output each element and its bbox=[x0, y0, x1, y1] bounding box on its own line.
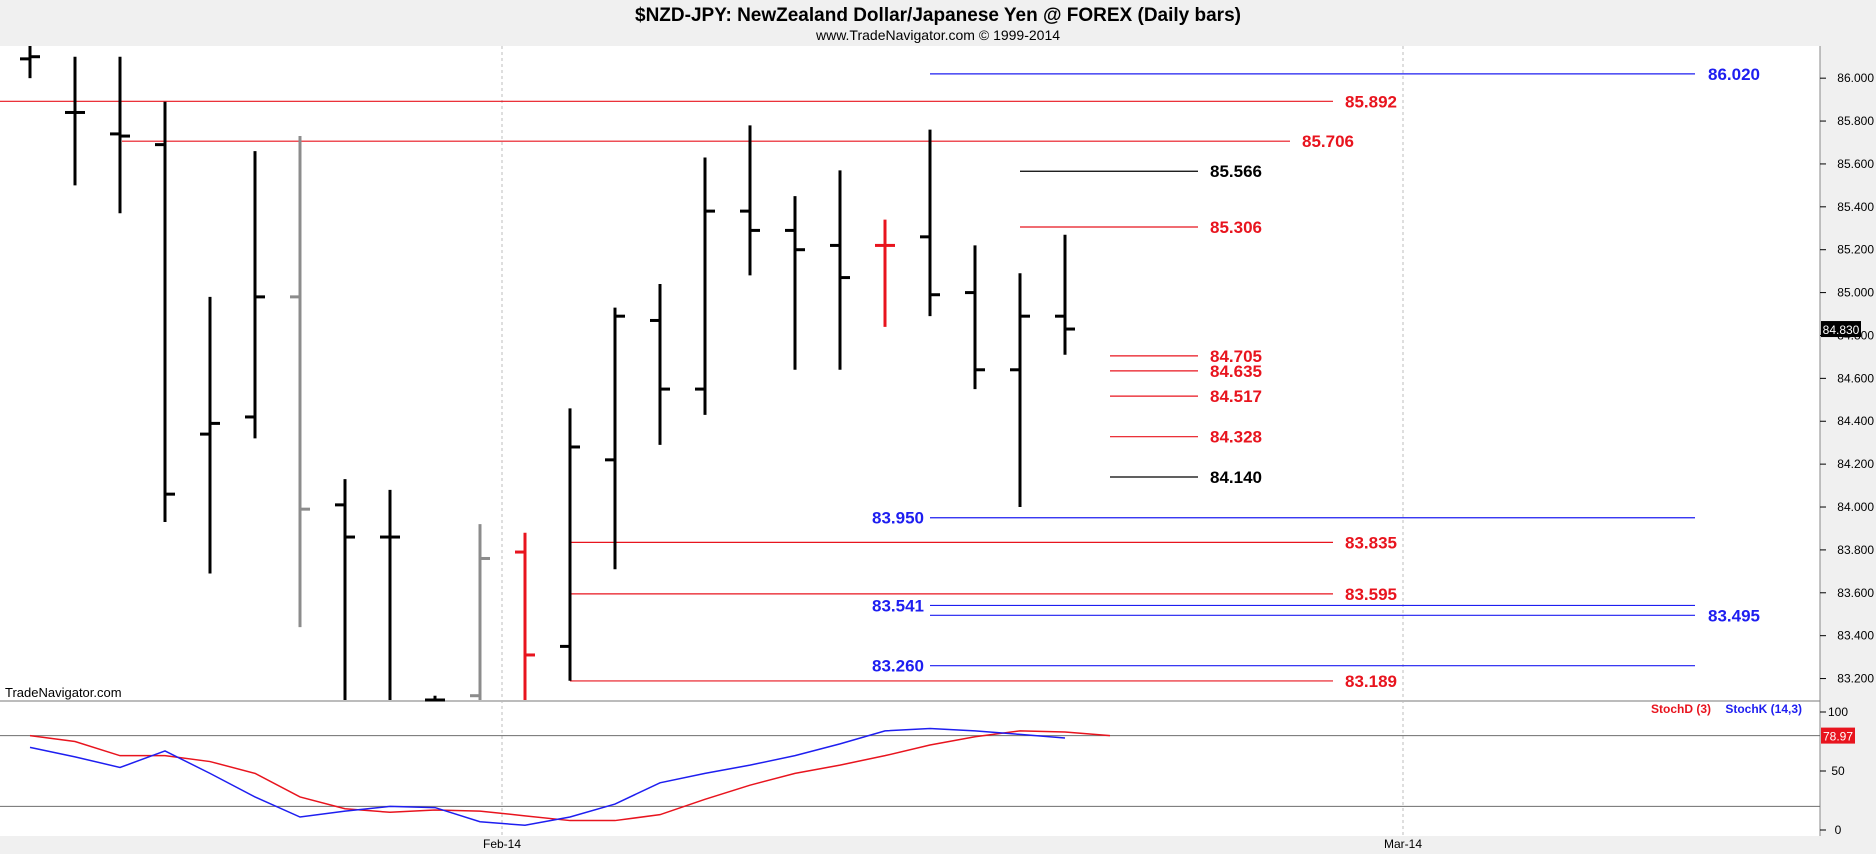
y-tick-label: 83.600 bbox=[1837, 586, 1874, 600]
stoch-tick-label: 0 bbox=[1835, 823, 1842, 837]
level-label: 84.140 bbox=[1210, 468, 1262, 487]
ohlc-bar bbox=[695, 157, 715, 415]
level-label: 83.260 bbox=[872, 657, 924, 676]
ohlc-bar bbox=[155, 101, 175, 523]
ohlc-bar bbox=[560, 408, 580, 681]
ohlc-bar bbox=[200, 296, 220, 574]
y-tick-label: 85.600 bbox=[1837, 157, 1874, 171]
y-tick-label: 86.000 bbox=[1837, 71, 1874, 85]
stoch-tick-label: 100 bbox=[1828, 705, 1848, 719]
watermark: TradeNavigator.com bbox=[5, 685, 122, 700]
level-label: 83.950 bbox=[872, 509, 924, 528]
ohlc-bar bbox=[335, 479, 355, 700]
ohlc-bar bbox=[110, 56, 130, 214]
ohlc-bar bbox=[920, 129, 940, 317]
x-tick-label: Mar-14 bbox=[1384, 837, 1422, 851]
x-tick-label: Feb-14 bbox=[483, 837, 521, 851]
y-tick-label: 84.200 bbox=[1837, 457, 1874, 471]
ohlc-bar bbox=[425, 695, 445, 702]
stoch-legend-label: StochK (14,3) bbox=[1725, 702, 1802, 716]
last-price-box bbox=[1821, 321, 1861, 338]
level-label: 84.635 bbox=[1210, 362, 1262, 381]
ohlc-bar bbox=[650, 284, 670, 445]
ohlc-bar bbox=[830, 170, 850, 370]
ohlc-bar bbox=[470, 524, 490, 700]
level-label: 83.495 bbox=[1708, 606, 1760, 625]
level-label: 84.328 bbox=[1210, 428, 1262, 447]
level-label: 84.517 bbox=[1210, 387, 1262, 406]
y-tick-label: 85.200 bbox=[1837, 243, 1874, 257]
level-label: 85.706 bbox=[1302, 132, 1354, 151]
level-label: 85.306 bbox=[1210, 218, 1262, 237]
y-tick-label: 85.000 bbox=[1837, 286, 1874, 300]
stoch-last-label: 78.97 bbox=[1823, 730, 1853, 744]
ohlc-bar bbox=[65, 56, 85, 186]
level-label: 85.892 bbox=[1345, 92, 1397, 111]
ohlc-bar bbox=[245, 151, 265, 439]
y-tick-label: 83.800 bbox=[1837, 543, 1874, 557]
y-tick-label: 84.400 bbox=[1837, 414, 1874, 428]
price-panel bbox=[0, 46, 1820, 700]
y-tick-label: 85.800 bbox=[1837, 114, 1874, 128]
ohlc-bar bbox=[965, 245, 985, 390]
ohlc-bar bbox=[740, 125, 760, 276]
level-label: 84.705 bbox=[1210, 347, 1262, 366]
chart-subtitle: www.TradeNavigator.com © 1999-2014 bbox=[815, 27, 1060, 43]
chart-title: $NZD-JPY: NewZealand Dollar/Japanese Yen… bbox=[635, 5, 1241, 26]
ohlc-bar bbox=[20, 46, 40, 79]
y-tick-label: 85.400 bbox=[1837, 200, 1874, 214]
level-label: 83.835 bbox=[1345, 533, 1397, 552]
stoch-series-line bbox=[29, 730, 1111, 822]
ohlc-bar bbox=[1010, 273, 1030, 508]
last-price-label: 84.830 bbox=[1823, 323, 1860, 337]
ohlc-bar bbox=[785, 196, 805, 370]
ohlc-bar bbox=[380, 489, 400, 700]
ohlc-bar bbox=[605, 307, 625, 570]
stoch-legend-label: StochD (3) bbox=[1651, 702, 1711, 716]
y-tick-label: 84.000 bbox=[1837, 500, 1874, 514]
level-label: 83.595 bbox=[1345, 585, 1397, 604]
level-label: 83.189 bbox=[1345, 672, 1397, 691]
stoch-series-line bbox=[29, 727, 1066, 827]
ohlc-bar bbox=[290, 136, 310, 628]
y-tick-label: 83.400 bbox=[1837, 629, 1874, 643]
stoch-tick-label: 50 bbox=[1831, 764, 1845, 778]
level-label: 85.566 bbox=[1210, 162, 1262, 181]
y-tick-label: 84.600 bbox=[1837, 371, 1874, 385]
ohlc-bar bbox=[515, 532, 535, 700]
level-label: 86.020 bbox=[1708, 65, 1760, 84]
stoch-last-box bbox=[1821, 727, 1855, 744]
ohlc-bar bbox=[875, 219, 895, 327]
level-label: 83.541 bbox=[872, 596, 924, 615]
y-tick-label: 83.200 bbox=[1837, 672, 1874, 686]
stoch-panel bbox=[0, 702, 1820, 836]
ohlc-bar bbox=[1055, 234, 1075, 355]
